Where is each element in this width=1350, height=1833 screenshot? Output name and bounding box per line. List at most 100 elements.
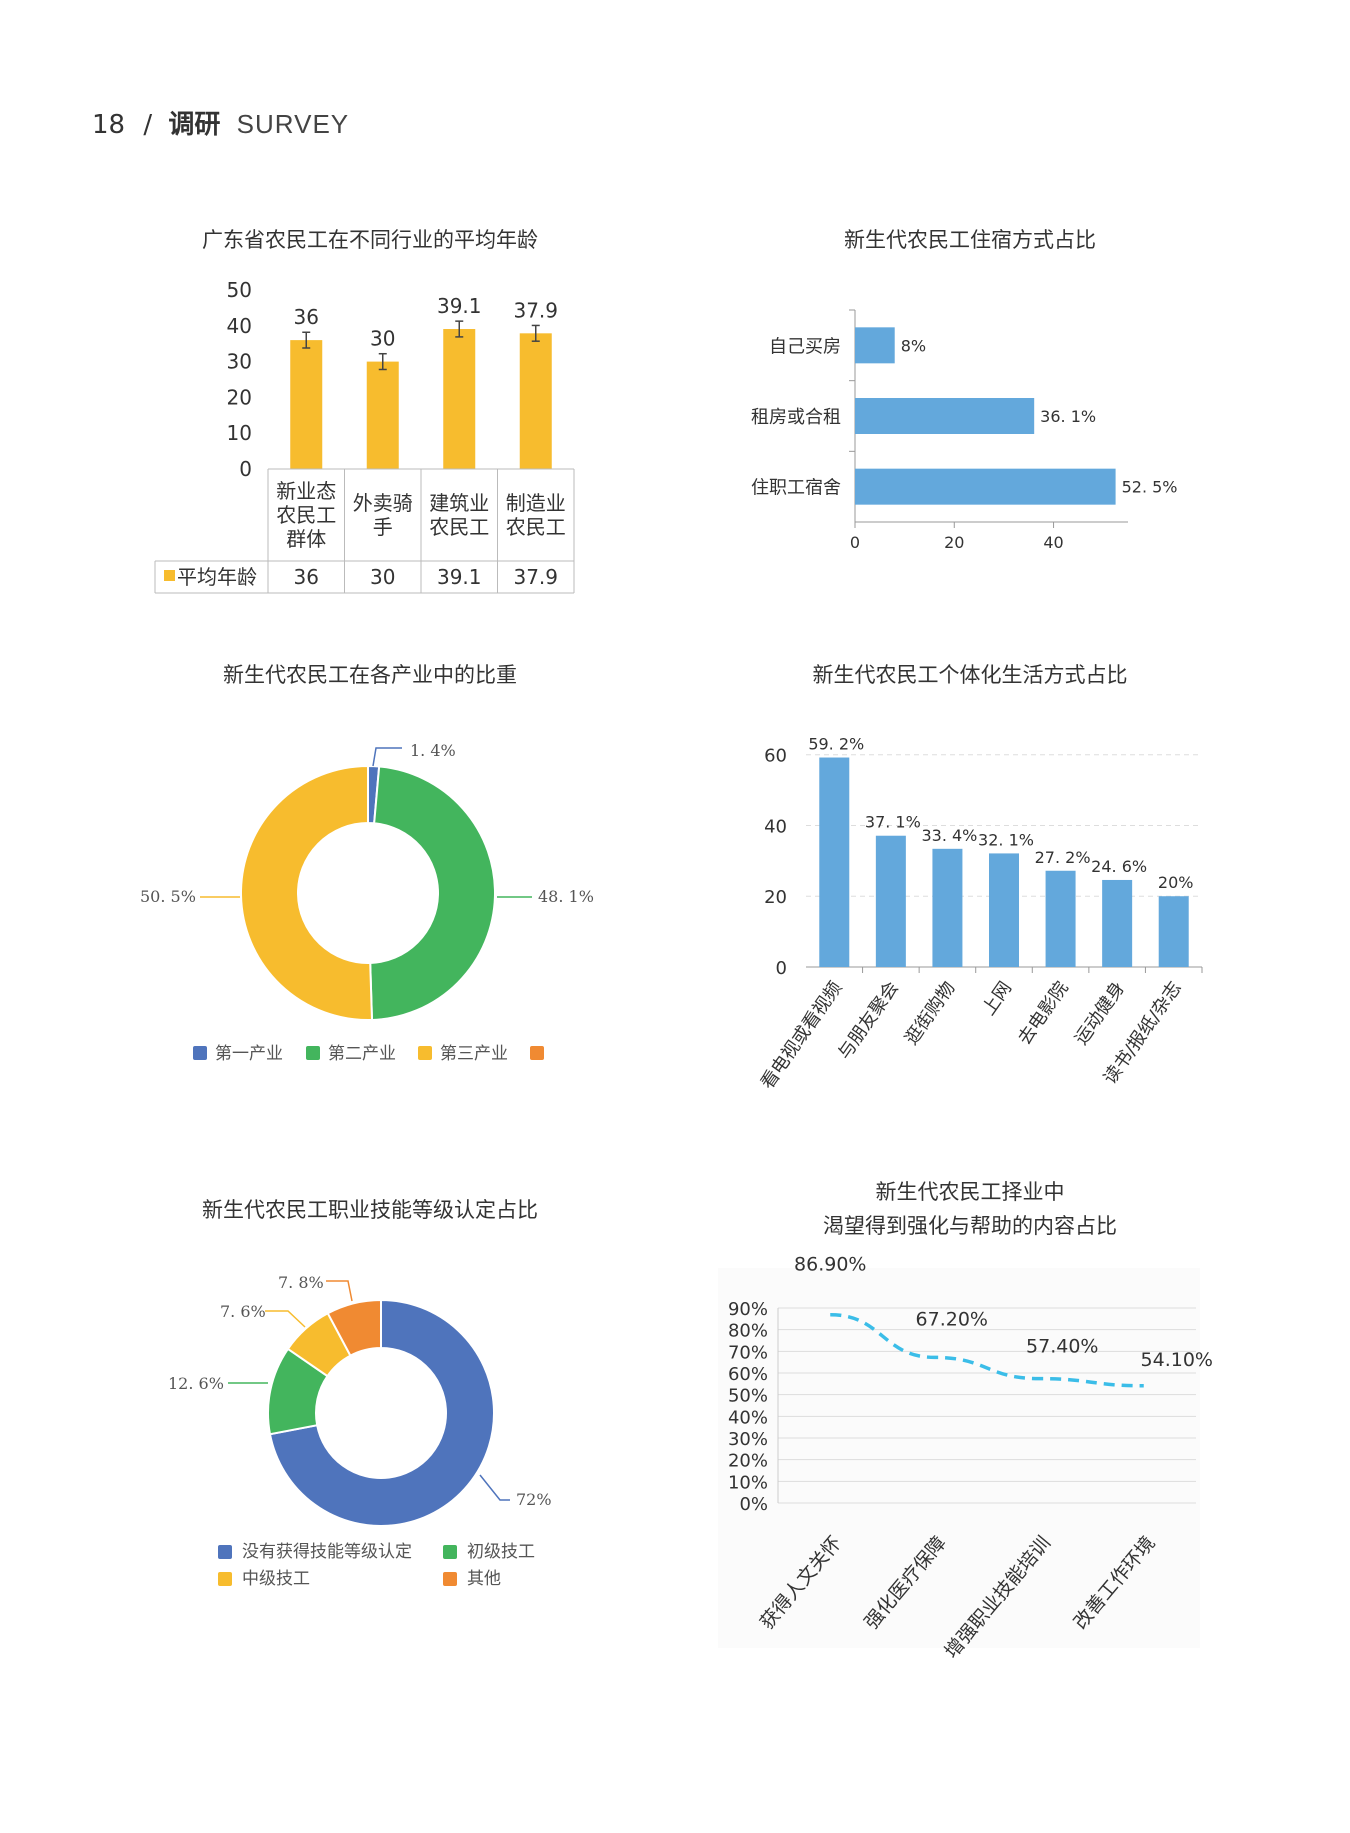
bar [443, 329, 476, 469]
data-label: 50. 5% [140, 887, 196, 906]
data-label: 86.90% [794, 1254, 866, 1276]
y-tick-label: 60 [764, 746, 787, 767]
category-label: 租房或合租 [751, 407, 841, 428]
data-label: 72% [516, 1490, 552, 1509]
leader-line [326, 1280, 353, 1302]
data-label: 7. 8% [278, 1273, 324, 1292]
legend-swatch [193, 1046, 207, 1060]
table-value: 39.1 [437, 565, 482, 589]
data-label: 39.1 [437, 294, 482, 318]
desire-chart-title: 新生代农民工择业中 渴望得到强化与帮助的内容占比 [760, 1175, 1180, 1243]
age-chart-title: 广东省农民工在不同行业的平均年龄 [202, 228, 538, 252]
data-label: 33. 4% [921, 826, 977, 845]
category-label: 农民工 [276, 503, 336, 527]
legend-swatch [218, 1572, 232, 1586]
data-label: 67.20% [916, 1308, 988, 1330]
y-tick-label: 40 [227, 314, 252, 338]
y-tick-label: 10 [227, 421, 252, 445]
y-tick-label: 20 [764, 887, 787, 908]
legend-swatch [164, 570, 175, 581]
y-tick-label: 20 [227, 385, 252, 409]
y-tick-label: 70% [728, 1342, 768, 1363]
data-label: 20% [1158, 873, 1194, 892]
leader-line [479, 1474, 510, 1501]
housing-chart: 自己买房 8% 租房或合租 36. 1% 住职工宿舍 52. 5% 0 20 40 [751, 309, 1178, 552]
donut-slice [326, 1298, 382, 1358]
category-label: 住职工宿舍 [751, 478, 841, 499]
page-number: 18 [92, 110, 126, 140]
data-label: 48. 1% [538, 887, 594, 906]
legend-label: 第二产业 [328, 1044, 396, 1064]
legend-swatch [418, 1046, 432, 1060]
skill-chart-title: 新生代农民工职业技能等级认定占比 [202, 1198, 538, 1222]
y-tick-label: 80% [728, 1321, 768, 1342]
bar [855, 398, 1035, 434]
data-label: 12. 6% [168, 1374, 224, 1393]
category-label: 农民工 [429, 515, 489, 539]
section-title-en: SURVEY [236, 109, 350, 139]
bar [819, 757, 850, 967]
industry-chart-title: 新生代农民工在各产业中的比重 [223, 663, 517, 687]
bar [366, 361, 399, 469]
data-label: 57.40% [1026, 1336, 1098, 1358]
data-label: 37. 1% [865, 813, 921, 832]
legend-label: 平均年龄 [177, 565, 257, 589]
desire-title-line2: 渴望得到强化与帮助的内容占比 [823, 1214, 1117, 1238]
y-tick-label: 0 [239, 457, 252, 481]
table-value: 36 [294, 565, 319, 589]
legend-swatch [218, 1545, 232, 1559]
series-line [830, 1312, 1144, 1388]
category-label: 手 [373, 515, 393, 539]
y-tick-label: 0% [739, 1494, 768, 1515]
bar [855, 468, 1116, 505]
donut-slice [240, 764, 374, 1021]
donut-slice [268, 1298, 495, 1527]
y-tick-label: 20% [728, 1451, 768, 1472]
table-value: 37.9 [513, 565, 558, 589]
legend-label: 第一产业 [215, 1044, 283, 1064]
category-label: 制造业 [506, 491, 566, 515]
housing-chart-title: 新生代农民工住宿方式占比 [844, 228, 1096, 252]
data-label: 8% [901, 336, 926, 355]
industry-donut: 1. 4% 48. 1% 50. 5% 第一产业 第二产业 第三产业 [140, 741, 594, 1064]
data-label: 36. 1% [1040, 407, 1096, 426]
y-tick-label: 0 [776, 958, 787, 979]
lifestyle-chart-title: 新生代农民工个体化生活方式占比 [812, 663, 1128, 687]
category-label: 建筑业 [429, 491, 489, 515]
y-tick-label: 30 [227, 350, 252, 374]
category-label: 运动健身 [1071, 978, 1129, 1049]
leader-line [372, 747, 402, 767]
legend-swatch [530, 1046, 544, 1060]
y-tick-label: 10% [728, 1472, 768, 1493]
y-tick-label: 60% [728, 1364, 768, 1385]
legend-label: 第三产业 [440, 1044, 508, 1064]
bar [1158, 896, 1189, 967]
data-label: 27. 2% [1035, 848, 1091, 867]
data-label: 7. 6% [220, 1302, 266, 1321]
section-title-cn: 调研 [168, 110, 221, 140]
y-tick-label: 50 [227, 278, 252, 302]
data-label: 37.9 [513, 298, 558, 322]
page-header: 18 / 调研 SURVEY [92, 104, 349, 141]
bar [519, 333, 552, 469]
table-value: 30 [370, 565, 395, 589]
legend-label: 中级技工 [242, 1569, 310, 1589]
category-label: 自己买房 [769, 336, 841, 357]
category-label: 逛街购物 [901, 978, 959, 1049]
leader-line [265, 1310, 306, 1328]
data-label: 59. 2% [808, 735, 864, 754]
y-tick-label: 40 [764, 816, 787, 837]
desire-chart: 0%10%20%30%40%50%60%70%80%90%86.90%获得人文关… [718, 1254, 1213, 1663]
category-label: 上网 [978, 978, 1016, 1020]
bar [989, 853, 1019, 967]
plot-background [718, 1268, 1200, 1648]
category-label: 农民工 [506, 515, 566, 539]
legend-label: 没有获得技能等级认定 [242, 1542, 412, 1562]
legend-swatch [443, 1572, 457, 1586]
category-label: 看电视或看视频 [757, 978, 846, 1093]
bar [932, 848, 963, 967]
